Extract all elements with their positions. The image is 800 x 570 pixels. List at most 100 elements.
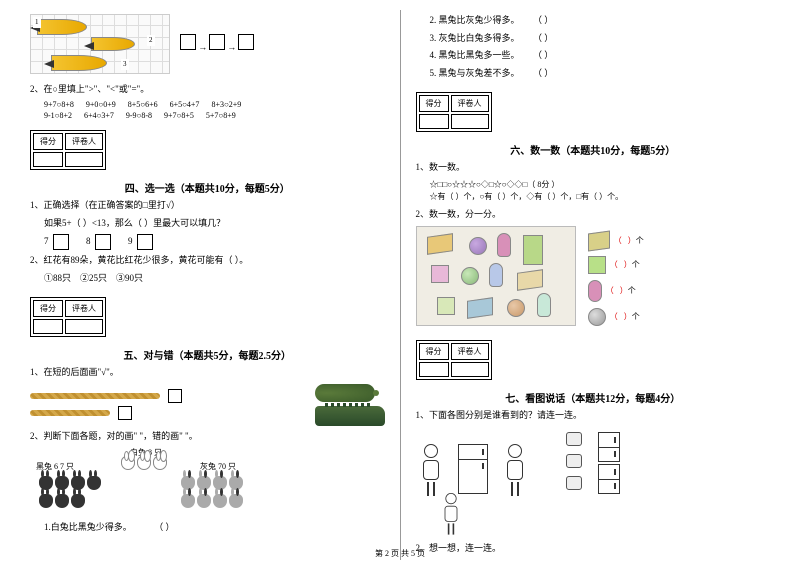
- score-label: 得分: [33, 300, 63, 317]
- s5-q2-item1: 1.白兔比黑兔少得多。 （ ）: [44, 521, 385, 535]
- bird-1: [37, 19, 87, 35]
- s6-q2: 2、数一数，分一分。: [416, 208, 771, 222]
- section-6-title: 六、数一数（本题共10分，每题5分）: [416, 142, 771, 157]
- cuboid-icon: [467, 297, 493, 319]
- expr: 9-9○8-8: [126, 111, 152, 120]
- kid-1-icon: [416, 444, 446, 494]
- cuboid-icon: [427, 233, 453, 255]
- paren[interactable]: （ ）: [154, 522, 174, 532]
- paren[interactable]: （ ）: [533, 15, 553, 25]
- unit: 个: [636, 235, 644, 246]
- check-1[interactable]: [168, 389, 182, 403]
- rabbits-scene: 白兔 8 只 黑兔 6 7 只 灰兔 70 只: [30, 447, 385, 517]
- opt-b: ②25只: [80, 273, 107, 283]
- score-box-4: 得分评卷人: [30, 130, 106, 170]
- paren[interactable]: （ ）: [533, 33, 553, 43]
- seq-box-3[interactable]: [238, 34, 254, 50]
- score-box-5: 得分评卷人: [30, 297, 106, 337]
- s6-symbols-2: ☆有（ ）个，○有（ ）个，◇有（ ）个，□有（ ）个。: [430, 191, 771, 204]
- s6-q1: 1、数一数。: [416, 161, 771, 175]
- cylinder-icon: [497, 233, 511, 257]
- snake-icon: [315, 384, 375, 402]
- score-label: 得分: [33, 133, 63, 150]
- seq-box-1[interactable]: [180, 34, 196, 50]
- expr: 9-1○8+2: [44, 111, 72, 120]
- opt-box-9[interactable]: [137, 234, 153, 250]
- opt-8: 8: [86, 236, 91, 246]
- rope-compare: [30, 384, 385, 426]
- shapes-panel: （ ）个 （ ）个 （ ）个 （ ）个: [416, 226, 771, 332]
- expr: 9+7○8+5: [164, 111, 194, 120]
- legend-cuboid-icon: [588, 230, 610, 251]
- shapes-box: [416, 226, 576, 326]
- view-c-icon: [566, 476, 582, 490]
- fridge-center-icon: [458, 444, 488, 494]
- opt-9: 9: [128, 236, 133, 246]
- cont-5: 5. 黑兔与灰兔差不多。 （ ）: [430, 67, 771, 81]
- section-7-title: 七、看图说话（本题共12分，每题4分）: [416, 390, 771, 405]
- opt-box-7[interactable]: [53, 234, 69, 250]
- legend-cube-icon: [588, 256, 606, 274]
- cont-4: 4. 黑兔比黑兔多一些。 （ ）: [430, 49, 771, 63]
- rope-long: [30, 393, 160, 399]
- sphere-icon: [461, 267, 479, 285]
- cylinder-icon: [537, 293, 551, 317]
- grader-label: 评卷人: [65, 133, 103, 150]
- score-box-7: 得分评卷人: [416, 340, 492, 380]
- cylinder-icon: [489, 263, 503, 287]
- cube-icon: [437, 297, 455, 315]
- cont-3: 3. 灰兔比白兔多得多。 （ ）: [430, 32, 771, 46]
- animals: [315, 384, 385, 426]
- section-4-title: 四、选一选（本题共10分，每题5分）: [30, 180, 385, 195]
- cube-icon: [431, 265, 449, 283]
- expr: 9+7○8+8: [44, 100, 74, 109]
- sphere-icon: [469, 237, 487, 255]
- expr: 8+3○2+9: [211, 100, 241, 109]
- grader-label: 评卷人: [451, 95, 489, 112]
- cuboid-icon: [523, 235, 543, 265]
- s4-q2-opts: ①88只 ②25只 ③90只: [44, 272, 385, 286]
- s5-q1: 1、在短的后面画"√"。: [30, 366, 385, 380]
- unit: 个: [632, 311, 640, 322]
- crocodile-icon: [315, 406, 385, 426]
- item-text: 4. 黑兔比黑兔多一些。: [430, 50, 520, 60]
- fridge-opt-1-icon: [598, 432, 620, 462]
- viewpoint-scene: [416, 428, 771, 494]
- item-text: 5. 黑兔与灰兔差不多。: [430, 68, 520, 78]
- expr-row-1: 9+7○8+8 9+0○0+9 8+5○6+6 6+5○4+7 8+3○2+9: [44, 100, 385, 109]
- cuboid-icon: [517, 269, 543, 291]
- sphere-icon: [507, 299, 525, 317]
- unit: 个: [628, 285, 636, 296]
- bird-3: [51, 55, 107, 71]
- expr: 8+5○6+6: [128, 100, 158, 109]
- s7-q1: 1、下面各图分别是谁看到的？请连一连。: [416, 409, 771, 423]
- s5-q2: 2、判断下面各题，对的画" "，错的画" "。: [30, 430, 385, 444]
- sequence-boxes: →→: [180, 34, 254, 55]
- opt-box-8[interactable]: [95, 234, 111, 250]
- paren[interactable]: （ ）: [533, 50, 553, 60]
- expr: 5+7○8+9: [206, 111, 236, 120]
- score-label: 得分: [419, 95, 449, 112]
- s4-q2-text: 2、红花有89朵，黄花比红花少很多，黄花可能有（ ）。: [30, 254, 385, 268]
- expr: 6+4○3+7: [84, 111, 114, 120]
- s4-q1-line1: 1、正确选择（在正确答案的□里打√）: [30, 199, 385, 213]
- grid-image: 1 2 3: [30, 14, 170, 74]
- section-5-title: 五、对与错（本题共5分，每题2.5分）: [30, 347, 385, 362]
- opt-7: 7: [44, 236, 49, 246]
- opt-c: ③90只: [116, 273, 143, 283]
- s4-q1-line2: 如果5+（ ）<13，那么（ ）里最大可以填几？: [44, 217, 385, 231]
- s4-q1-opts: 7 8 9: [44, 234, 385, 250]
- cont-2: 2. 黑兔比灰兔少得多。 （ ）: [430, 14, 771, 28]
- score-label: 得分: [419, 343, 449, 360]
- unit: 个: [632, 259, 640, 270]
- seq-box-2[interactable]: [209, 34, 225, 50]
- item-text: 2. 黑兔比灰兔少得多。: [430, 15, 520, 25]
- score-box-6: 得分评卷人: [416, 92, 492, 132]
- rope-short: [30, 410, 110, 416]
- grid-birds: 1 2 3 →→: [30, 14, 385, 79]
- paren[interactable]: （ ）: [533, 68, 553, 78]
- view-a-icon: [566, 432, 582, 446]
- check-2[interactable]: [118, 406, 132, 420]
- item-text: 3. 灰兔比白兔多得多。: [430, 33, 520, 43]
- page-footer: 第 2 页 共 5 页: [0, 544, 800, 563]
